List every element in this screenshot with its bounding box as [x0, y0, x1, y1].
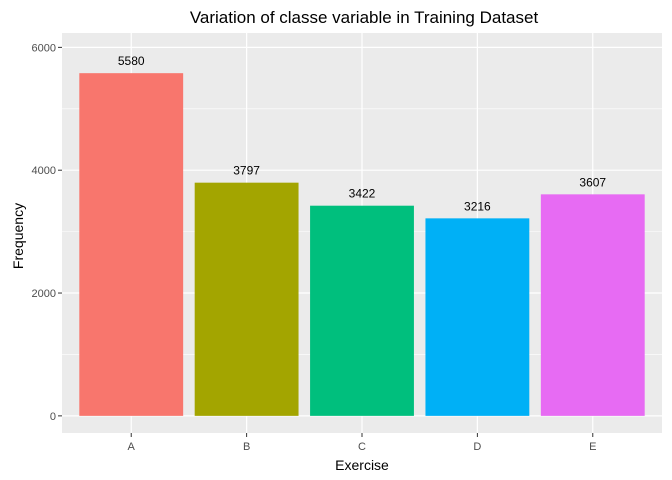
bar-c	[310, 205, 414, 416]
chart-title: Variation of classe variable in Training…	[190, 8, 539, 27]
bar-e	[540, 194, 645, 416]
x-axis: A B C D E	[128, 433, 596, 453]
y-tick-label: 2000	[32, 288, 56, 300]
y-tick-label: 4000	[32, 165, 56, 177]
data-label: 3422	[349, 187, 376, 201]
bars	[79, 73, 645, 416]
x-tick-label: A	[128, 441, 136, 453]
x-tick-label: E	[589, 441, 596, 453]
y-axis: 0 2000 4000 6000	[32, 42, 62, 423]
x-axis-title: Exercise	[335, 457, 389, 473]
y-tick-label: 6000	[32, 42, 56, 54]
bar-b	[194, 182, 299, 416]
x-tick-label: D	[473, 441, 481, 453]
data-label: 3607	[579, 175, 606, 189]
data-labels: 5580 3797 3422 3216 3607	[118, 54, 607, 213]
x-tick-label: C	[358, 441, 366, 453]
data-label: 5580	[118, 54, 145, 68]
data-label: 3797	[233, 164, 260, 178]
bar-a	[79, 73, 184, 416]
bar-d	[425, 218, 530, 416]
y-axis-title: Frequency	[10, 203, 26, 269]
x-tick-label: B	[243, 441, 250, 453]
y-tick-label: 0	[50, 411, 56, 423]
data-label: 3216	[464, 199, 491, 213]
